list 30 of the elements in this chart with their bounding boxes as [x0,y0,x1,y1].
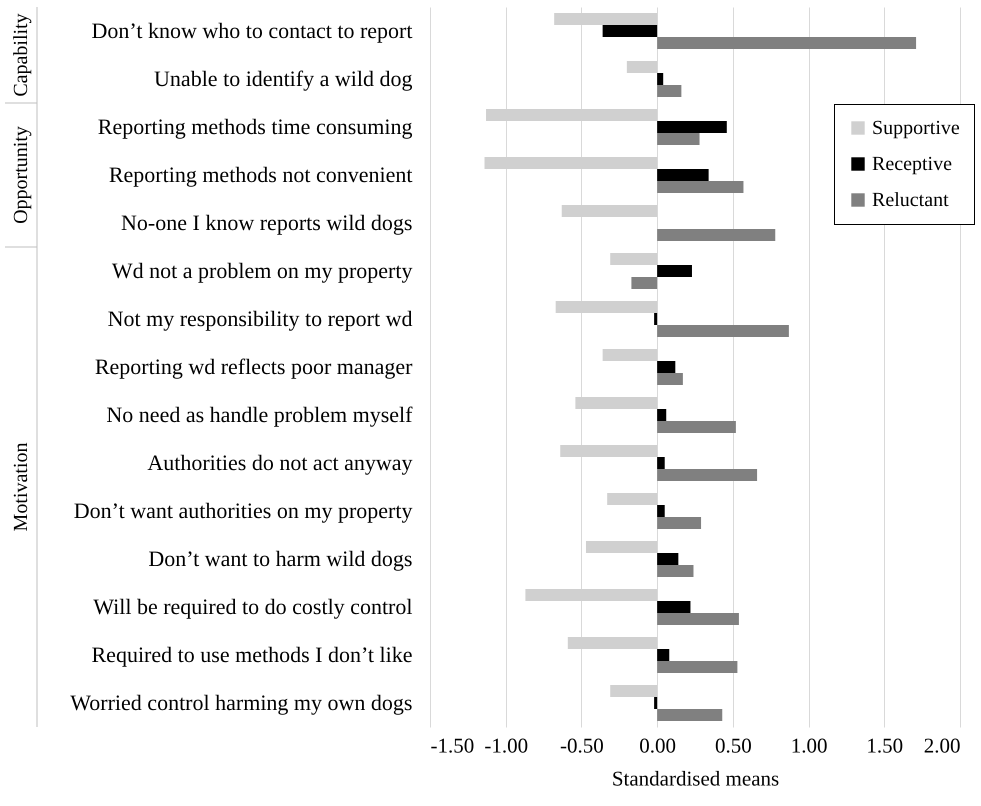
text: Capability [10,13,32,97]
x-tick-label: -1.50 [430,734,474,758]
x-axis-title: Standardised means [612,766,780,790]
x-tick-label: -0.50 [560,734,604,758]
x-tick-label: -1.00 [484,734,528,758]
y-tick-label: Reporting methods time consuming [98,114,412,139]
x-tick-label: 0.50 [714,734,752,758]
y-tick-label: Authorities do not act anyway [147,450,412,475]
legend-label: Reluctant [872,189,950,211]
y-tick-label: Not my responsibility to report wd [108,306,412,331]
y-tick-label: Reporting methods not convenient [108,162,412,187]
y-tick-label: No need as handle problem myself [106,402,414,427]
y-tick-label: Don’t know who to contact to report [92,18,412,43]
y-tick-label: Worried control harming my own dogs [70,690,412,715]
y-tick-label: Required to use methods I don’t like [92,642,412,667]
x-tick-label: 1.00 [790,734,828,758]
y-tick-label: Will be required to do costly control [93,594,412,619]
x-tick-label: 0.00 [639,734,676,758]
y-tick-label: No-one I know reports wild dogs [121,210,412,235]
y-tick-label: Wd not a problem on my property [112,258,412,283]
text: Motivation [10,442,32,532]
legend-label: Supportive [872,117,960,139]
y-tick-label: Don’t want authorities on my property [74,498,412,523]
x-tick-label: 1.50 [866,734,904,758]
legend-label: Receptive [872,153,952,175]
text: Opportunity [10,126,32,224]
y-tick-label: Don’t want to harm wild dogs [148,546,412,571]
x-tick-label: 2.00 [924,734,960,758]
y-tick-label: Unable to identify a wild dog [154,66,412,91]
y-tick-label: Reporting wd reflects poor manager [94,354,414,379]
